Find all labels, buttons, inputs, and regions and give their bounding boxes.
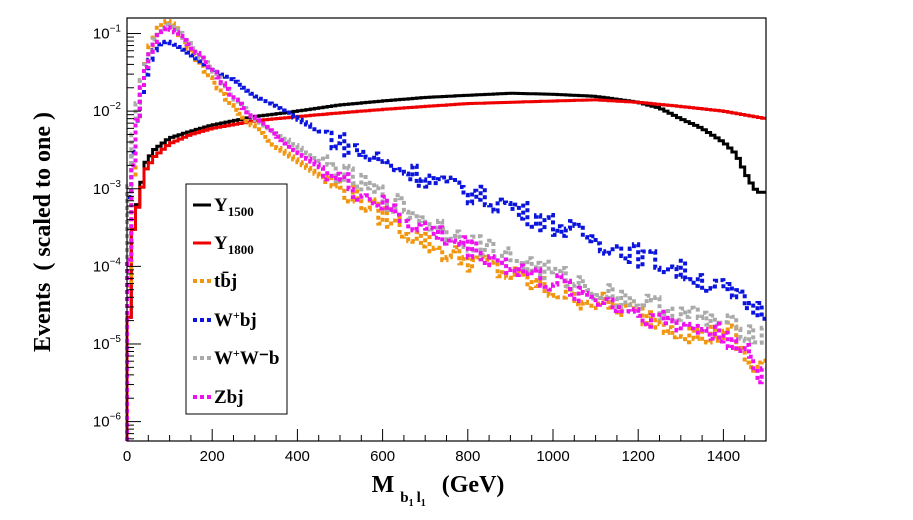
series-layer <box>125 19 766 441</box>
x-tick-label: 1200 <box>622 448 655 465</box>
legend-label: Y1500 <box>214 195 254 219</box>
x-tick-label: 1400 <box>707 448 740 465</box>
x-label-unit: (GeV) <box>442 472 505 498</box>
series-y1500 <box>125 91 766 441</box>
legend-box <box>185 183 288 415</box>
series-w-w-b <box>125 22 766 441</box>
series-tbarj <box>125 19 766 441</box>
y-tick-label: 10−1 <box>93 24 122 43</box>
x-label-main: M <box>372 472 395 498</box>
series-y1800 <box>125 98 766 441</box>
x-tick-label: 800 <box>455 448 480 465</box>
x-tick-label: 0 <box>123 448 131 465</box>
y-tick-label: 10−3 <box>93 179 122 198</box>
legend-label: W+W⁻b <box>214 346 279 369</box>
x-tick-label: 600 <box>370 448 395 465</box>
x-axis: 0 200 400 600 800 1000 1200 1400 <box>123 429 746 465</box>
x-label-sub-idx2: 1 <box>421 498 426 509</box>
x-label-sub2: l <box>417 490 421 506</box>
y-tick-label: 10−6 <box>93 412 122 431</box>
x-tick-label: 400 <box>285 448 310 465</box>
series-w-bj <box>125 39 766 441</box>
x-tick-label: 1000 <box>536 448 569 465</box>
legend-label: Y1800 <box>214 233 254 257</box>
legend-label: Zbj <box>214 387 244 408</box>
legend: Y1500 Y1800 tb̄j W+bj W+W⁻b Zbj <box>185 183 288 415</box>
legend-label: W+bj <box>214 308 257 331</box>
x-label-sub-idx1: 1 <box>409 498 414 509</box>
legend-label: tb̄j <box>214 270 237 292</box>
y-tick-label: 10−5 <box>93 334 122 353</box>
y-tick-label: 10−4 <box>93 256 122 275</box>
x-tick-label: 200 <box>200 448 225 465</box>
x-label-sub: b <box>400 490 408 506</box>
series-zbj <box>125 25 766 441</box>
y-axis: 10−6 10−5 10−4 10−3 10−2 10−1 <box>93 24 141 440</box>
y-axis-label: Events ( scaled to one ) <box>30 112 56 352</box>
y-tick-label: 10−2 <box>93 101 122 120</box>
